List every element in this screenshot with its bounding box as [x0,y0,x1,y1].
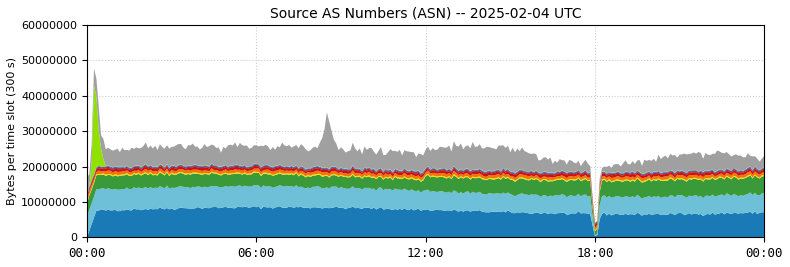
Title: Source AS Numbers (ASN) -- 2025-02-04 UTC: Source AS Numbers (ASN) -- 2025-02-04 UT… [270,7,581,21]
Y-axis label: Bytes per time slot (300 s): Bytes per time slot (300 s) [7,57,17,205]
